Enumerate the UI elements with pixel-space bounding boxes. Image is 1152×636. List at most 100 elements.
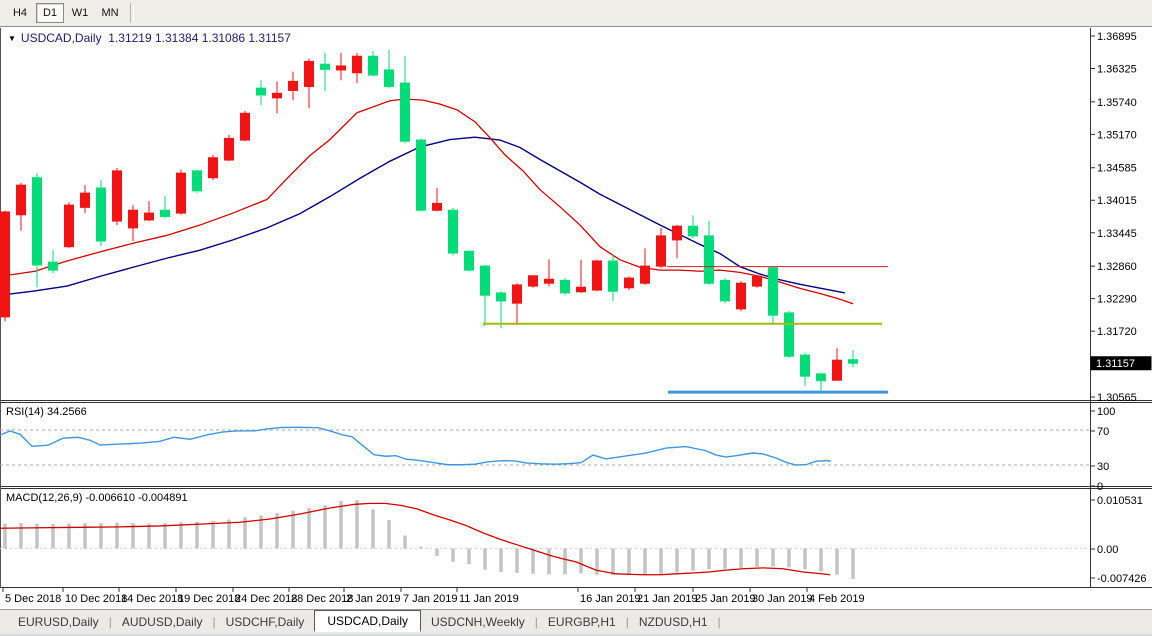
ma-fast-line [0,98,854,305]
timeframe-button-d1[interactable]: D1 [36,3,64,23]
candle [576,259,586,293]
candle [272,81,282,114]
candle [352,52,362,84]
tab-separator: | [212,615,216,629]
rsi-label: RSI(14) 34.2566 [6,406,87,418]
macd-bar [243,517,247,549]
timeframe-button-h4[interactable]: H4 [6,3,34,23]
candle [448,207,458,256]
macd-bar [563,548,567,575]
macd-bar [595,548,599,575]
macd-bar [419,546,423,549]
candle [816,372,826,394]
candle [656,227,666,268]
macd-bar [483,548,487,570]
svg-text:1.31157: 1.31157 [1096,358,1135,370]
timeframe-toolbar: H4 D1 W1 MN [0,0,1152,27]
macd-signal-line [0,502,831,576]
candle [432,187,442,212]
toolbar-separator [130,3,134,23]
candle [16,182,26,231]
svg-text:0: 0 [1097,481,1103,493]
macd-bar [691,548,695,571]
rsi-axis[interactable]: 100 70 30 0 [1090,406,1115,493]
chart-tab-usdcad-daily[interactable]: USDCAD,Daily [314,610,421,632]
svg-text:1.36895: 1.36895 [1097,31,1137,43]
svg-text:4 Feb 2019: 4 Feb 2019 [809,593,865,605]
macd-bar [755,548,759,567]
macd-bar [643,548,647,575]
svg-text:1.35170: 1.35170 [1097,129,1137,141]
candle [640,248,650,285]
timeframe-button-w1[interactable]: W1 [66,3,94,23]
macd-bar [195,521,199,549]
svg-text:1.33445: 1.33445 [1097,228,1137,240]
candle [624,276,634,291]
candle [384,49,394,89]
macd-bar [803,548,807,570]
candle [336,52,346,81]
svg-text:1.31720: 1.31720 [1097,326,1137,338]
macd-bar [147,523,151,549]
svg-text:1.36325: 1.36325 [1097,64,1137,76]
macd-bar [707,548,711,570]
macd-bar [787,548,791,568]
candle [768,266,778,325]
candle [80,185,90,214]
chart-tabbar: EURUSD,Daily | AUDUSD,Daily | USDCHF,Daily US… [0,609,1152,634]
chart-title: ▼ USDCAD,Daily 1.31219 1.31384 1.31086 1.… [8,31,291,45]
candle [64,202,74,248]
candle [160,195,170,219]
macd-bar [835,548,839,575]
candle [96,180,106,247]
macd-bar [467,548,471,565]
candle [400,56,410,143]
rsi-value: 34.2566 [46,406,87,418]
macd-bar [771,548,775,567]
ma-slow-line [0,136,846,296]
chart-tab-nzdusd-h1[interactable]: NZDUSD,H1 [638,615,708,629]
candle [128,205,138,242]
status-strip [0,634,1152,636]
candle [480,264,490,326]
svg-text:5 Dec 2018: 5 Dec 2018 [5,593,61,605]
candle [752,275,762,288]
macd-axis[interactable]: 0.010531 0.00 -0.007426 [1090,495,1147,585]
svg-text:1.35740: 1.35740 [1097,97,1137,109]
svg-text:0.010531: 0.010531 [1097,495,1143,507]
price-axis[interactable]: 1.36895 1.36325 1.35740 1.35170 1.34585 1.340… [1090,31,1152,404]
macd-bar [307,507,311,549]
candle [496,291,506,329]
candle [368,51,378,77]
rsi-line [0,426,832,466]
timeframe-button-mn[interactable]: MN [96,3,124,23]
macd-bar [531,548,535,574]
macd-bar [19,523,23,549]
chart-tab-eurusd-daily[interactable]: EURUSD,Daily [18,615,99,629]
candle [720,278,730,304]
macd-bar [35,523,39,549]
svg-text:28 Dec 2018: 28 Dec 2018 [291,593,353,605]
svg-text:30: 30 [1097,461,1109,473]
macd-bar [723,548,727,569]
moving-averages [0,98,854,305]
chart-tab-usdchf-daily[interactable]: USDCHF,Daily [225,615,305,629]
candle [176,169,186,215]
svg-text:0.00: 0.00 [1097,544,1118,556]
macd-bar [819,548,823,572]
candle [464,250,474,272]
svg-text:1.32860: 1.32860 [1097,261,1137,273]
candle [288,71,298,101]
macd-bar [275,513,279,549]
candle [848,350,858,368]
svg-text:1.32290: 1.32290 [1097,294,1137,306]
svg-text:-0.007426: -0.007426 [1097,573,1147,585]
chevron-down-icon[interactable]: ▼ [8,34,16,43]
chart-tab-eurgbp-h1[interactable]: EURGBP,H1 [547,615,616,629]
svg-text:30 Jan 2019: 30 Jan 2019 [752,593,813,605]
chart-tab-audusd-daily[interactable]: AUDUSD,Daily [121,615,203,629]
svg-text:16 Jan 2019: 16 Jan 2019 [580,593,641,605]
chart-tab-usdcnh-weekly[interactable]: USDCNH,Weekly [431,615,525,629]
macd-bar [83,523,87,549]
